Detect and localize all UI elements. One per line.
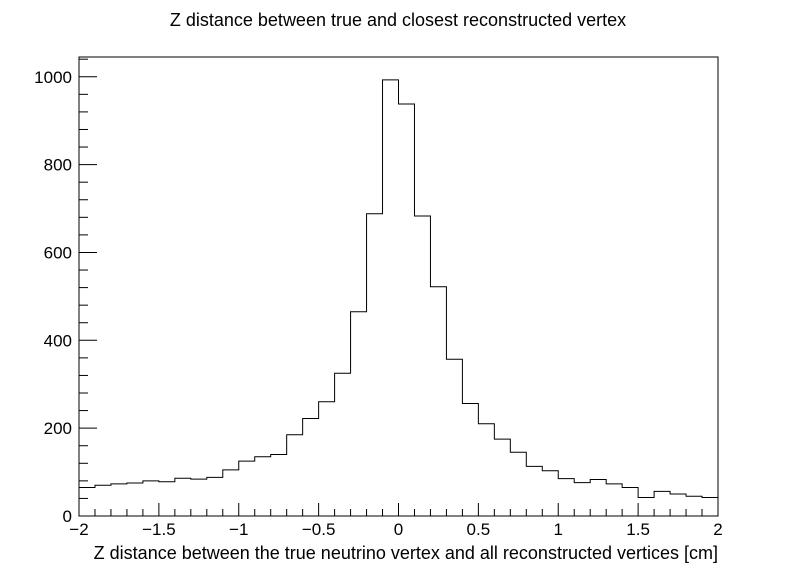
histogram-bin — [159, 482, 175, 516]
histogram-bin — [622, 487, 638, 516]
histogram-bin — [335, 373, 351, 516]
x-tick-labels: −2 −1.5 −1 −0.5 0 0.5 1 1.5 2 — [69, 520, 722, 539]
histogram-bin — [223, 470, 239, 516]
histogram-bin — [287, 435, 303, 516]
x-tick-label: 0 — [394, 520, 403, 539]
histogram-bins — [79, 80, 718, 516]
y-tick-label: 200 — [44, 419, 72, 438]
histogram-bin — [367, 214, 383, 516]
histogram-bin — [606, 484, 622, 516]
histogram-bin — [383, 80, 399, 516]
histogram-bin — [542, 471, 558, 516]
histogram-bin — [255, 457, 271, 516]
histogram-bin — [239, 461, 255, 516]
x-tick-label: 2 — [713, 520, 722, 539]
histogram-bin — [207, 477, 223, 516]
x-axis-label: Z distance between the true neutrino ver… — [94, 543, 718, 563]
x-axis-ticks — [78, 503, 719, 516]
histogram-bin — [686, 496, 702, 516]
histogram-bin — [319, 402, 335, 516]
x-tick-label: −0.5 — [302, 520, 336, 539]
histogram-outline — [79, 79, 718, 499]
histogram-bin — [654, 491, 670, 516]
histogram-bin — [510, 452, 526, 516]
histogram-bin — [414, 216, 430, 516]
histogram-bin — [111, 484, 127, 516]
histogram-bin — [143, 481, 159, 516]
histogram-bin — [478, 424, 494, 516]
y-tick-label: 400 — [44, 331, 72, 350]
y-tick-label: 1000 — [34, 68, 72, 87]
histogram-bin — [462, 404, 478, 516]
histogram-bin — [127, 483, 143, 516]
y-tick-labels: 0 200 400 600 800 1000 — [34, 68, 72, 526]
histogram-bin — [558, 479, 574, 516]
histogram-bin — [79, 487, 95, 516]
y-axis-ticks — [79, 58, 97, 517]
y-tick-label: 0 — [63, 507, 72, 526]
histogram-bin — [446, 359, 462, 516]
histogram-bin — [494, 439, 510, 516]
y-tick-label: 800 — [44, 156, 72, 175]
chart-title: Z distance between true and closest reco… — [170, 10, 626, 30]
histogram-bin — [430, 287, 446, 516]
histogram-bin — [303, 418, 319, 516]
x-tick-label: −1 — [229, 520, 248, 539]
histogram-bin — [399, 104, 415, 516]
histogram-bin — [95, 485, 111, 516]
histogram-bin — [271, 455, 287, 516]
x-tick-label: −2 — [69, 520, 88, 539]
histogram-bin — [574, 483, 590, 516]
histogram-bin — [638, 498, 654, 516]
histogram-bin — [175, 478, 191, 516]
x-tick-label: 1.5 — [626, 520, 650, 539]
histogram-bin — [351, 312, 367, 516]
histogram-bin — [702, 498, 718, 516]
plot-frame — [78, 56, 719, 517]
x-tick-label: 1 — [554, 520, 563, 539]
histogram-bin — [526, 466, 542, 516]
x-tick-label: −1.5 — [142, 520, 176, 539]
histogram-bin — [191, 479, 207, 516]
x-tick-label: 0.5 — [467, 520, 491, 539]
y-tick-label: 600 — [44, 243, 72, 262]
histogram-bin — [590, 480, 606, 516]
histogram-bin — [670, 494, 686, 516]
